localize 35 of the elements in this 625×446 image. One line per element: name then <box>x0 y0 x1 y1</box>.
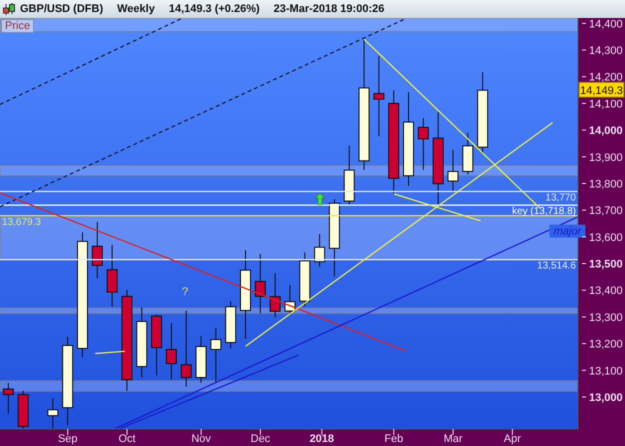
y-tick-label: 14,400 <box>589 18 623 30</box>
x-tick-label: Dec <box>250 433 271 445</box>
y-tick-label: 13,000 <box>589 392 623 404</box>
y-tick-label: 13,700 <box>589 205 623 218</box>
chart-subtitle: Weekly <box>117 3 155 15</box>
ref-line-label: 13,514.6 <box>537 260 576 272</box>
y-tick-label: 13,200 <box>589 338 623 351</box>
text: 23-Mar-2018 19:00:26 <box>274 3 384 15</box>
x-tick-label: Oct <box>118 433 136 445</box>
annotation: major <box>554 226 582 238</box>
y-tick-label: 14,000 <box>589 125 623 138</box>
x-tick-label: Sep <box>58 433 78 445</box>
ref-line-label: 13,679.3 <box>2 216 42 228</box>
x-tick-label: 2018 <box>310 433 334 445</box>
y-tick-label: 13,800 <box>589 178 623 190</box>
text: 14,149.3 (+0.26%) <box>168 3 260 15</box>
y-tick-label: 14,300 <box>589 45 623 58</box>
text: 14,149.3 <box>580 85 623 98</box>
x-tick-label: Nov <box>191 433 212 445</box>
y-tick-label: 14,100 <box>589 98 623 110</box>
y-axis-title: Price <box>1 19 34 33</box>
y-tick-label: 13,500 <box>589 258 623 271</box>
chart-title: GBP/USD (DFB) <box>20 3 104 15</box>
y-tick-label: 13,900 <box>589 152 623 164</box>
ref-line-label: key (13,718.8) <box>512 206 576 218</box>
y-tick-label: 13,100 <box>589 365 623 378</box>
y-tick-label: 14,200 <box>589 72 623 84</box>
y-tick-label: 13,400 <box>589 285 623 298</box>
y-tick-label: 13,600 <box>589 232 623 244</box>
annotation: ? <box>182 286 188 298</box>
x-tick-label: Apr <box>504 433 522 445</box>
x-tick-label: Mar <box>444 433 463 445</box>
y-tick-label: 13,300 <box>589 312 623 324</box>
ref-line-label: 13,770 <box>545 192 576 204</box>
x-tick-label: Feb <box>384 433 404 445</box>
